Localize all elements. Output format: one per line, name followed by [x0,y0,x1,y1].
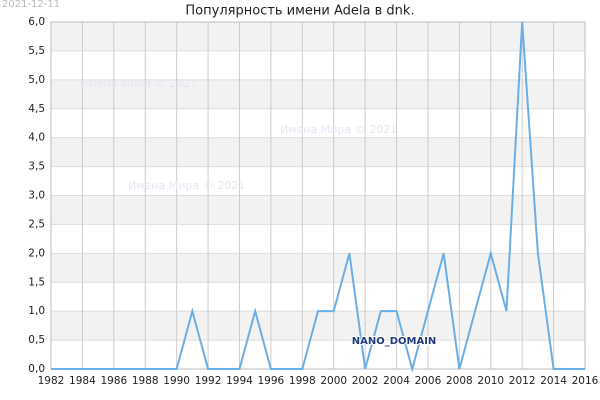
x-tick-label: 1994 [226,375,253,387]
x-tick-label: 1996 [258,375,285,387]
x-tick-label: 2016 [572,375,599,387]
band [51,195,585,225]
y-tick-label: 5,5 [28,45,45,57]
x-tick-label: 2010 [477,375,504,387]
y-tick-label: 5,0 [28,74,45,86]
x-tick-label: 2004 [383,375,410,387]
y-tick-label: 4,0 [28,132,45,144]
y-tick-label: 0,5 [28,334,45,346]
x-tick-label: 1998 [289,375,316,387]
y-tick-label: 4,5 [28,103,45,115]
x-tick-label: 1990 [163,375,190,387]
x-tick-label: 2012 [509,375,536,387]
x-tick-label: 2014 [540,375,567,387]
watermark: Имена Мира © 2021 [280,123,397,136]
band [51,311,585,341]
y-tick-label: 1,5 [28,276,45,288]
band [51,137,585,167]
x-tick-label: 1984 [69,375,96,387]
y-tick-label: 3,5 [28,161,45,173]
y-tick-label: 2,0 [28,247,45,259]
y-tick-label: 1,0 [28,305,45,317]
watermark: Имена Мира © 2021 [128,179,245,192]
x-tick-label: 2008 [446,375,473,387]
x-tick-label: 1982 [38,375,65,387]
plot-frame [50,21,586,370]
band [51,79,585,109]
y-tick-label: 3,0 [28,190,45,202]
line-series [51,21,585,373]
band [51,22,585,51]
x-tick-label: 2002 [352,375,379,387]
x-tick-label: 2006 [415,375,442,387]
chart-title: Популярность имени Adela в dnk. [185,4,414,19]
band [51,253,585,283]
x-tick-label: 1986 [100,375,127,387]
watermark: Имена Мира © 2021 [80,77,197,90]
y-tick-label: 0,0 [28,363,45,375]
y-tick-label: 2,5 [28,218,45,230]
badge: NANO_DOMAIN [352,336,437,347]
x-tick-label: 2000 [320,375,347,387]
x-tick-label: 1988 [132,375,159,387]
y-tick-label: 6,0 [28,16,45,28]
x-tick-label: 1992 [195,375,222,387]
date-stamp: 2021-12-11 [2,0,60,10]
